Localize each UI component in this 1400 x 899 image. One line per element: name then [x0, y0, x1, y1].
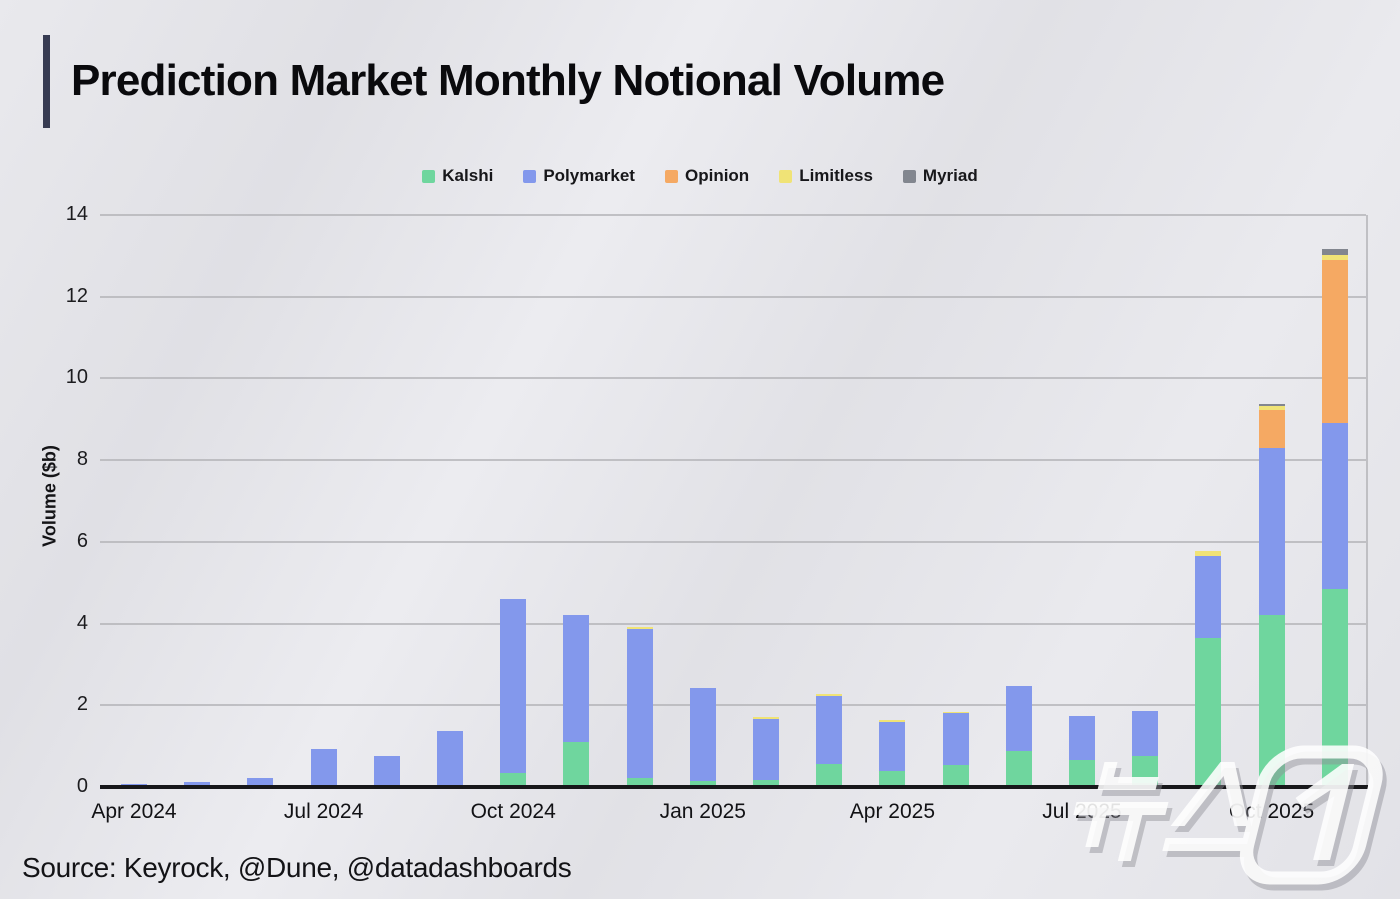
legend-label: Polymarket [543, 166, 635, 185]
legend-swatch-icon [523, 169, 537, 183]
bar-segment-myriad [1321, 248, 1348, 256]
bar-segment-limitless [1321, 255, 1348, 260]
bar-segment-polymarket [1258, 447, 1285, 616]
y-tick-label: 8 [76, 448, 88, 471]
bar-segment-polymarket [1005, 686, 1032, 752]
x-tick-label: Oct 2025 [1228, 800, 1315, 823]
x-tick-label: Jan 2025 [659, 800, 746, 823]
bar-segment-polymarket [184, 782, 211, 787]
legend-swatch-icon [779, 169, 793, 183]
legend-swatch-icon [664, 169, 678, 183]
x-tick-label: Jul 2024 [283, 800, 364, 823]
bar-segment-polymarket [437, 730, 463, 787]
x-tick-label: Oct 2024 [470, 800, 556, 823]
gridline [100, 540, 1366, 543]
y-tick-label: 6 [76, 529, 88, 552]
x-tick-label: Apr 2024 [91, 800, 177, 823]
bar-segment-polymarket [816, 696, 843, 764]
y-tick-label: 2 [76, 693, 88, 716]
bar-segment-polymarket [753, 718, 779, 781]
bar-segment-kalshi [1069, 759, 1095, 787]
gridline [100, 704, 1366, 707]
x-tick-label: Jul 2025 [1042, 800, 1122, 823]
bar-segment-myriad [1258, 403, 1285, 406]
chart-legend: Kalshi Polymarket Opinion Limitless Myriad [0, 166, 1400, 186]
bar-segment-polymarket [310, 749, 337, 787]
bar-segment-kalshi [689, 780, 716, 787]
bar-segment-polymarket [1132, 711, 1159, 756]
y-tick-label: 10 [65, 366, 88, 389]
bar-segment-polymarket [626, 628, 653, 778]
legend-label: Myriad [922, 166, 978, 185]
plot-right-border [1366, 215, 1368, 789]
bar-segment-limitless [879, 720, 906, 723]
bar-segment-polymarket [879, 722, 906, 772]
bar-segment-polymarket [247, 778, 274, 787]
legend-swatch-icon [902, 169, 916, 183]
bar-segment-kalshi [1321, 588, 1348, 787]
gridline [100, 377, 1366, 380]
legend-item-polymarket: Polymarket [523, 166, 635, 186]
bar-segment-polymarket [500, 599, 527, 773]
y-tick-label: 0 [76, 775, 88, 797]
gridline [100, 622, 1366, 625]
legend-item-opinion: Opinion [664, 166, 750, 186]
bar-segment-kalshi [1258, 615, 1285, 787]
title-accent-bar [43, 35, 50, 128]
bar-segment-kalshi [942, 764, 969, 787]
bar-segment-polymarket [1321, 422, 1348, 589]
bar-segment-kalshi [1005, 751, 1032, 787]
bar-segment-limitless [1195, 551, 1222, 557]
bar-segment-kalshi [1132, 755, 1159, 787]
bar-segment-kalshi [753, 780, 779, 787]
bar-segment-opinion [1321, 259, 1348, 423]
x-tick-label: Apr 2025 [849, 800, 935, 823]
bar-segment-polymarket [1069, 715, 1095, 760]
bar-segment-limitless [942, 711, 969, 714]
source-attribution: Source: Keyrock, @Dune, @datadashboards [22, 852, 572, 883]
legend-item-myriad: Myriad [902, 166, 978, 186]
bar-segment-polymarket [689, 688, 716, 781]
bar-segment-kalshi [563, 742, 590, 787]
legend-label: Limitless [799, 166, 873, 185]
gridline [100, 295, 1366, 298]
bar-segment-kalshi [879, 771, 906, 787]
bar-segment-limitless [816, 694, 843, 697]
page-title: Prediction Market Monthly Notional Volum… [71, 56, 945, 105]
bar-segment-kalshi [626, 778, 653, 787]
bar-segment-kalshi [1195, 637, 1222, 787]
bar-segment-limitless [753, 717, 779, 719]
y-tick-label: 12 [65, 284, 88, 307]
bar-segment-limitless [626, 627, 653, 629]
gridline [100, 214, 1366, 216]
bar-segment-opinion [1258, 409, 1285, 448]
bar-segment-polymarket [563, 615, 590, 743]
bar-segment-polymarket [373, 755, 400, 787]
bar-segment-limitless [1258, 405, 1285, 410]
legend-label: Opinion [684, 166, 750, 185]
legend-item-kalshi: Kalshi [422, 166, 493, 186]
bar-segment-polymarket [1195, 556, 1222, 638]
bar-segment-kalshi [500, 772, 527, 787]
legend-label: Kalshi [442, 166, 494, 185]
bar-segment-polymarket [942, 713, 969, 765]
legend-swatch-icon [422, 169, 436, 183]
x-axis-line [100, 785, 1368, 789]
y-tick-label: 14 [65, 203, 88, 225]
gridline [100, 459, 1366, 462]
y-tick-label: 4 [76, 611, 88, 634]
legend-item-limitless: Limitless [779, 166, 873, 186]
bar-segment-kalshi [816, 763, 843, 787]
